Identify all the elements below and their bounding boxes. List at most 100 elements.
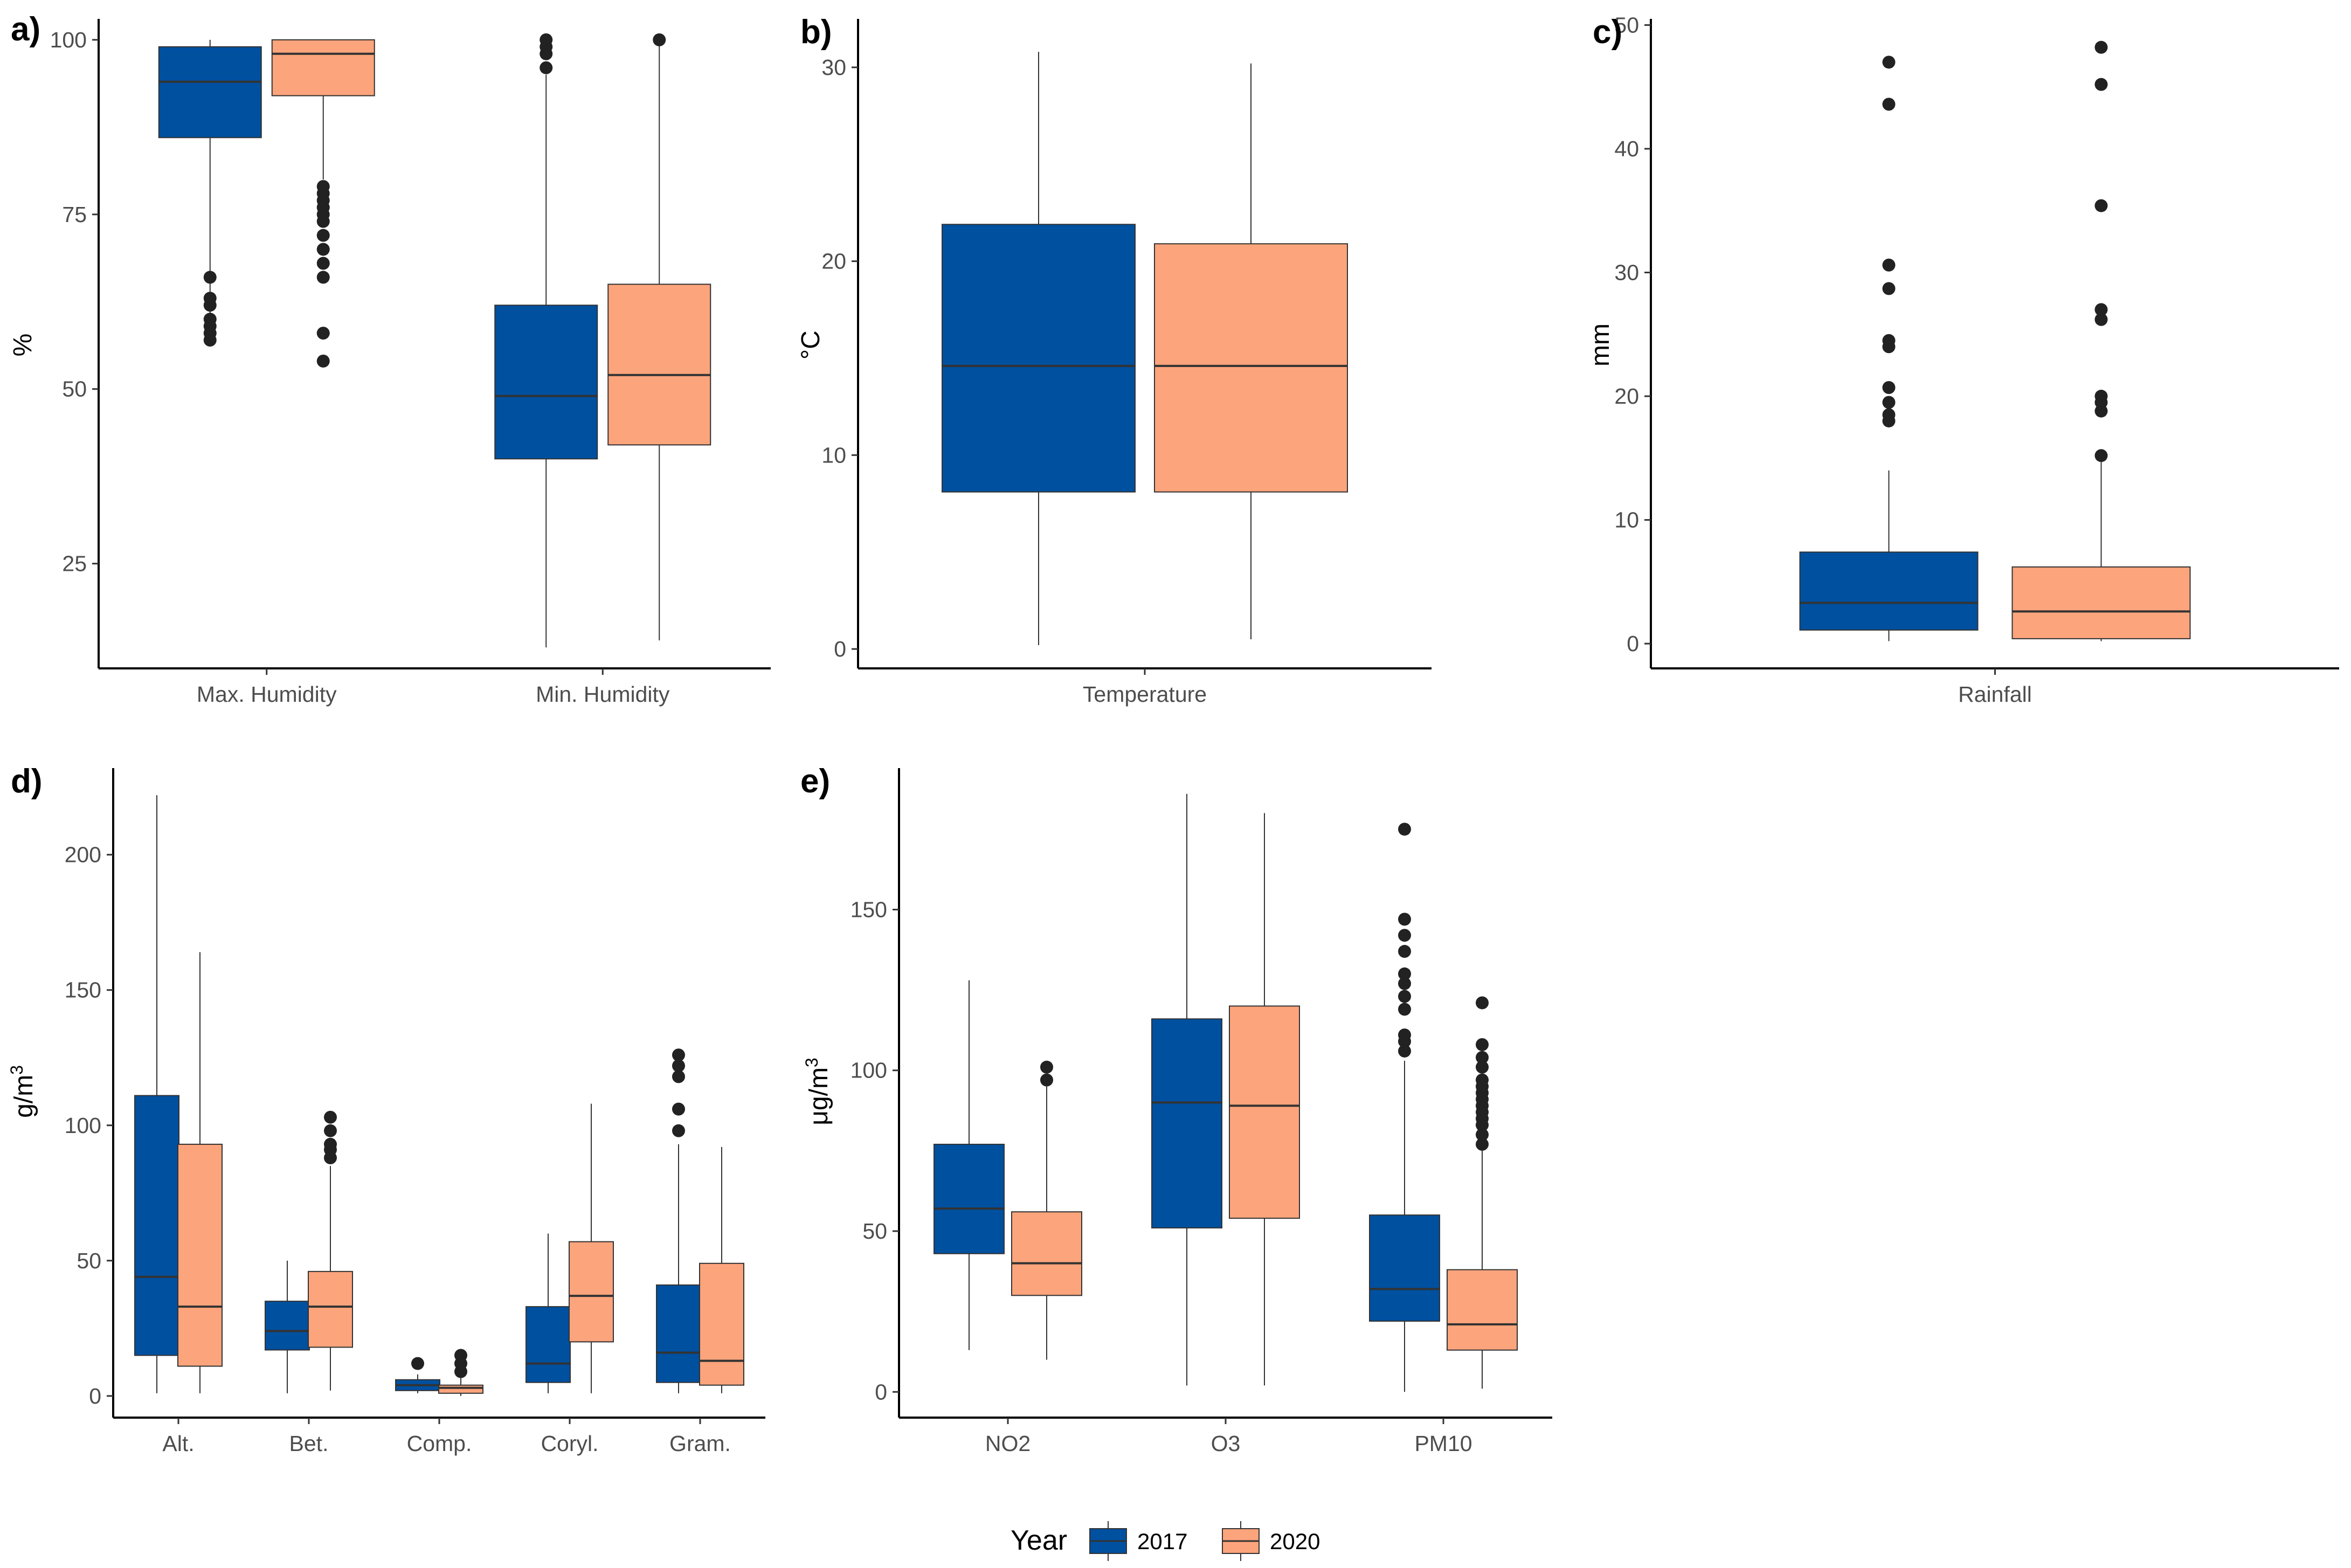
box-body (942, 224, 1136, 493)
outlier-point (1476, 1137, 1489, 1151)
outlier-point (1398, 990, 1411, 1003)
x-tick-label: PM10 (1414, 1431, 1472, 1456)
y-tick-label: 20 (1614, 384, 1639, 409)
box-2020-PM10 (1447, 996, 1518, 1389)
panel-label: b) (800, 13, 832, 51)
outlier-point (1398, 913, 1411, 926)
outlier-point (672, 1048, 685, 1062)
outlier-point (1882, 258, 1896, 272)
box-2020-NO2 (1011, 1060, 1082, 1360)
outlier-point (1398, 1044, 1411, 1058)
outlier-point (1476, 1038, 1489, 1052)
outlier-point (1398, 929, 1411, 942)
panel-a: 25 50 75 100 Max. Humidity Min. Humidity a)% (9, 11, 771, 707)
box-body (1369, 1214, 1440, 1322)
y-tick-label: 100 (850, 1058, 887, 1083)
box-2020-Max. Humidity (271, 39, 375, 368)
box-body (265, 1301, 310, 1351)
y-axis-title: °C (797, 330, 825, 360)
y-tick-label: 50 (1614, 12, 1639, 37)
x-tick-label: Max. Humidity (197, 682, 337, 707)
y-tick-label: 30 (821, 55, 846, 80)
box-2020-O3 (1229, 813, 1300, 1386)
outlier-point (411, 1357, 424, 1370)
x-tick-label: Comp. (407, 1431, 472, 1456)
outlier-point (1882, 334, 1896, 347)
outlier-point (672, 1070, 685, 1083)
outlier-point (653, 33, 666, 46)
box-body (1011, 1211, 1082, 1296)
box-body (607, 284, 711, 446)
y-tick-label: 50 (62, 377, 87, 402)
box-2020-Comp. (438, 1349, 483, 1396)
outlier-point (316, 271, 330, 284)
y-tick-label: 10 (821, 443, 846, 467)
box-body (134, 1095, 179, 1356)
box-body (1154, 243, 1348, 493)
x-tick-label: Coryl. (541, 1431, 598, 1456)
outlier-point (2094, 313, 2108, 326)
box-2020-Min. Humidity (607, 33, 711, 641)
panel-b: 0 10 20 30 Temperature b) °C (797, 13, 1432, 707)
x-tick-label: NO2 (985, 1431, 1031, 1456)
box-body (494, 305, 598, 460)
outlier-point (672, 1059, 685, 1073)
box-body (1799, 551, 1979, 631)
x-tick-label: Min. Humidity (536, 682, 670, 707)
outlier-point (324, 1124, 337, 1137)
panel-label: c) (1593, 13, 1622, 51)
box-2017-Gram. (656, 1048, 701, 1393)
outlier-point (324, 1110, 337, 1124)
outlier-point (316, 243, 330, 256)
x-tick-label: Temperature (1083, 682, 1207, 707)
y-tick-label: 0 (875, 1379, 887, 1404)
outlier-point (1882, 381, 1896, 394)
outlier-point (1398, 977, 1411, 990)
box-2017-O3 (1151, 793, 1222, 1386)
box-body (1151, 1018, 1222, 1229)
y-tick-label: 30 (1614, 260, 1639, 285)
box-2020-Gram. (699, 1146, 744, 1393)
box-2020-Rainfall (2011, 40, 2191, 641)
x-tick-label: Rainfall (1958, 682, 2032, 707)
legend-item-2020: 2020 (1222, 1521, 1320, 1561)
outlier-point (2094, 78, 2108, 91)
panel-label: e) (800, 763, 830, 800)
x-tick-label: O3 (1211, 1431, 1241, 1456)
y-tick-label: 100 (65, 1113, 101, 1138)
outlier-point (203, 292, 217, 305)
outlier-point (454, 1349, 467, 1362)
box-2017-Alt. (134, 795, 179, 1393)
box-2017-Coryl. (525, 1233, 571, 1393)
outlier-point (1398, 1028, 1411, 1042)
legend-item-2017: 2017 (1089, 1521, 1187, 1561)
outlier-point (672, 1102, 685, 1116)
outlier-point (1398, 1003, 1411, 1016)
box-body (525, 1306, 571, 1383)
outlier-point (1040, 1073, 1053, 1087)
panel-label: d) (11, 763, 43, 800)
outlier-point (316, 179, 330, 193)
box-2020-Alt. (177, 952, 223, 1393)
panel-c: 0 10 20 30 40 50 Rainfall c) mm (1586, 12, 2339, 707)
box-body (1229, 1005, 1300, 1219)
box-2017-Bet. (265, 1260, 310, 1393)
outlier-point (1476, 1060, 1489, 1074)
outlier-point (1882, 98, 1896, 111)
box-2017-Comp. (395, 1357, 440, 1393)
box-2017-Rainfall (1799, 56, 1979, 641)
box-body (1447, 1269, 1518, 1351)
outlier-point (1398, 823, 1411, 836)
outlier-point (1882, 56, 1896, 69)
outlier-point (1882, 408, 1896, 422)
y-axis-title: mm (1586, 323, 1615, 367)
x-tick-label: Bet. (289, 1431, 329, 1456)
y-tick-label: 200 (65, 842, 101, 867)
outlier-point (2094, 303, 2108, 316)
y-tick-label: 50 (77, 1248, 101, 1273)
y-tick-label: 40 (1614, 136, 1639, 161)
box-body (656, 1284, 701, 1383)
legend-label: 2020 (1270, 1529, 1320, 1554)
outlier-point (316, 229, 330, 242)
